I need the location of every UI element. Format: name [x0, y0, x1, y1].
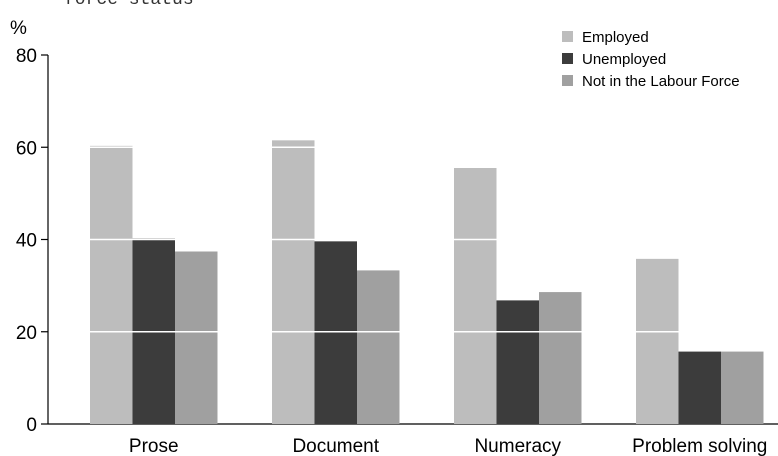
chart-caption-fragment: force status [64, 0, 194, 10]
y-tick-label: 0 [26, 415, 37, 436]
legend-label: Unemployed [582, 51, 666, 68]
y-tick-label: 20 [16, 323, 37, 344]
x-category-label: Prose [129, 436, 179, 456]
bar-employed-document [272, 140, 315, 425]
bar-unemployed-problem-solving [678, 351, 721, 424]
bar-unemployed-numeracy [496, 300, 539, 424]
bar-unemployed-document [314, 241, 357, 424]
legend: Employed Unemployed Not in the Labour Forc… [562, 29, 740, 90]
legend-label: Employed [582, 29, 649, 46]
bar-employed-prose [90, 145, 133, 424]
bar-employed-problem-solving [636, 258, 679, 424]
x-category-label: Numeracy [474, 436, 561, 456]
legend-label: Not in the Labour Force [582, 73, 740, 90]
legend-swatch [562, 53, 573, 64]
bar-not-in-the-labour-force-document [357, 270, 400, 424]
y-tick-label: 80 [16, 46, 37, 67]
gridlines [90, 146, 764, 333]
bar-not-in-the-labour-force-problem-solving [721, 351, 764, 424]
x-category-label: Document [292, 436, 379, 456]
legend-swatch [562, 75, 573, 86]
bars [90, 140, 764, 425]
y-axis-unit-label: % [10, 18, 27, 39]
legend-swatch [562, 31, 573, 42]
bar-not-in-the-labour-force-prose [175, 251, 218, 424]
bar-not-in-the-labour-force-numeracy [539, 292, 582, 424]
y-tick-label: 60 [16, 138, 37, 159]
bar-employed-numeracy [454, 168, 497, 424]
y-axis-ticks: 0 20 40 60 80 [16, 46, 48, 436]
x-category-label: Problem solving [632, 436, 767, 456]
y-tick-label: 40 [16, 231, 37, 252]
x-axis-categories: Prose Document Numeracy Problem solving [129, 436, 767, 456]
